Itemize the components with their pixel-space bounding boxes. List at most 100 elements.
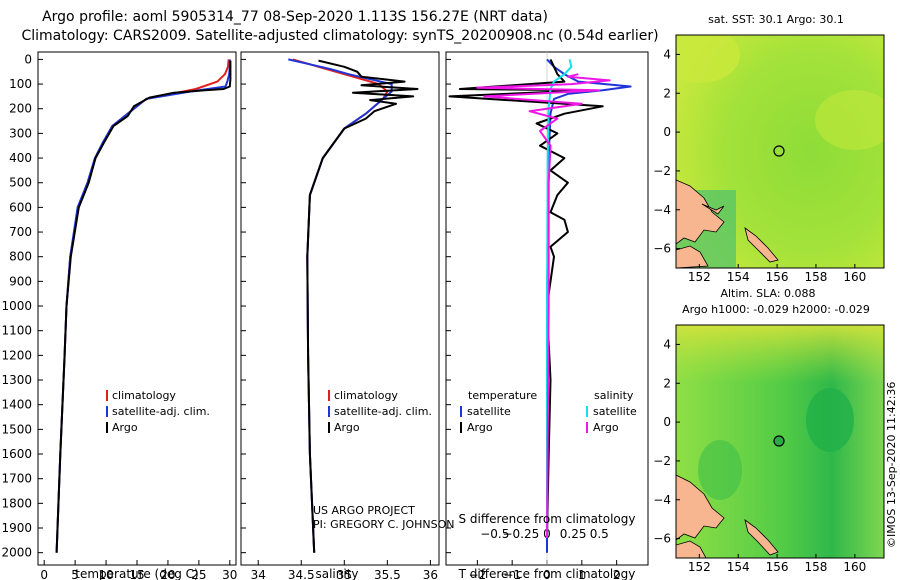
- temperature-legend: climatology satellite-adj. clim. Argo: [106, 389, 210, 434]
- sst-map: sat. SST: 30.1 Argo: 30.1 152 154 156 158 16…: [653, 13, 885, 284]
- depth-tick-label: 200: [9, 102, 32, 116]
- depth-tick-label: 1100: [1, 324, 32, 338]
- map-lat-label: 0: [663, 415, 671, 429]
- plot-title-line1: Argo profile: aoml 5905314_77 08-Sep-202…: [42, 9, 548, 25]
- legend-label-s-argo: Argo: [593, 421, 619, 434]
- legend-label-t-satellite: satellite: [467, 405, 511, 418]
- sst-warm-patch: [815, 90, 884, 150]
- x-tick-label: 0: [40, 568, 48, 580]
- map-lat-label: 4: [663, 337, 671, 351]
- land-bougainville: [744, 227, 779, 263]
- x-tick-label: 34: [251, 568, 266, 580]
- salinity-diff-tick-label: −0.25: [502, 527, 539, 541]
- series-climatology: [55, 59, 230, 553]
- depth-tick-label: 2000: [1, 546, 32, 560]
- salinity-xlabel: salinity: [315, 567, 358, 580]
- depth-tick-label: 1300: [1, 373, 32, 387]
- sla-map: Altim. SLA: 0.088 Argo h1000: -0.029 h20…: [653, 287, 885, 574]
- depth-axis: 0 100 200 300 400 500 600 700 800 900 1000 1100 1200…: [1, 52, 451, 560]
- depth-tick-label: 600: [9, 200, 32, 214]
- map-lat-label: 0: [663, 125, 671, 139]
- x-tick-label: 25: [191, 568, 206, 580]
- land-new-guinea: [676, 474, 725, 541]
- salinity-panel-frame: [240, 51, 440, 566]
- x-tick-label: 30: [222, 568, 237, 580]
- x-tick-label: 5: [71, 568, 79, 580]
- x-tick-label: 35: [337, 568, 352, 580]
- map-lon-label: 154: [727, 270, 750, 284]
- x-tick-label: 15: [129, 568, 144, 580]
- map-lon-label: 158: [805, 270, 828, 284]
- depth-tick-label: 1900: [1, 521, 32, 535]
- depth-tick-label: 1600: [1, 447, 32, 461]
- project-annotation: US ARGO PROJECT: [313, 504, 415, 517]
- series-satellite-adj-clim-: [55, 59, 231, 553]
- land-bougainville: [744, 519, 779, 556]
- temperature-panel-frame: [37, 51, 237, 566]
- map-lat-label: −6: [653, 242, 671, 256]
- x-tick-label: −1: [503, 568, 521, 580]
- land-new-guinea: [676, 179, 725, 245]
- salinity-diff-tick-label: 0.5: [590, 527, 609, 541]
- pi-annotation: PI: GREGORY C. JOHNSON: [313, 518, 454, 531]
- depth-tick-label: 900: [9, 274, 32, 288]
- map-lon-label: 156: [766, 270, 789, 284]
- series-argo: [55, 60, 232, 553]
- sst-map-title: sat. SST: 30.1 Argo: 30.1: [708, 13, 844, 26]
- sla-low-patch: [806, 388, 854, 452]
- timestamp: ©IMOS 13-Sep-2020 11:42:36: [885, 382, 898, 548]
- map-lat-label: 2: [663, 376, 671, 390]
- sla-map-subtitle: Argo h1000: -0.029 h2000: -0.029: [682, 303, 870, 316]
- map-lat-label: −4: [653, 203, 671, 217]
- series-t-satellite: [546, 58, 632, 553]
- legend-heading-salinity: salinity: [594, 389, 634, 402]
- map-lon-label: 160: [843, 560, 866, 574]
- map-lon-label: 156: [766, 560, 789, 574]
- map-lat-label: −2: [653, 164, 671, 178]
- depth-tick-label: 0: [24, 52, 32, 66]
- depth-tick-label: 1500: [1, 422, 32, 436]
- sla-map-title: Altim. SLA: 0.088: [720, 287, 815, 300]
- legend-label-t-argo: Argo: [467, 421, 493, 434]
- salinity-diff-tick-label: 0.25: [560, 527, 587, 541]
- legend-label-climatology: climatology: [334, 389, 398, 402]
- legend-label-s-satellite: satellite: [593, 405, 637, 418]
- x-tick-label: 36: [423, 568, 438, 580]
- x-tick-label: 1: [578, 568, 586, 580]
- x-tick-label: 34.5: [288, 568, 315, 580]
- sst-map-frame: [675, 34, 885, 269]
- depth-tick-label: 500: [9, 176, 32, 190]
- depth-tick-label: 300: [9, 126, 32, 140]
- x-tick-label: −2: [468, 568, 486, 580]
- land-new-guinea-south: [676, 245, 709, 268]
- series-t-argo: [448, 58, 604, 538]
- map-lat-label: −4: [653, 493, 671, 507]
- series-s-argo: [476, 73, 611, 538]
- sla-map-frame: [675, 324, 885, 559]
- difference-xlabel: T difference from climatology: [458, 567, 636, 580]
- depth-tick-label: 1400: [1, 398, 32, 412]
- depth-tick-label: 100: [9, 77, 32, 91]
- x-tick-label: 2: [613, 568, 621, 580]
- legend-label-satellite: satellite-adj. clim.: [334, 405, 432, 418]
- depth-tick-label: 1200: [1, 348, 32, 362]
- land-new-guinea-south: [676, 540, 707, 558]
- depth-tick-label: 800: [9, 250, 32, 264]
- legend-label-climatology: climatology: [112, 389, 176, 402]
- map-lon-label: 160: [843, 270, 866, 284]
- x-tick-label: 20: [160, 568, 175, 580]
- map-lon-label: 152: [688, 560, 711, 574]
- difference-legend: temperature satellite Argo salinity sate…: [460, 389, 637, 434]
- depth-tick-label: 1800: [1, 496, 32, 510]
- map-lat-label: −2: [653, 454, 671, 468]
- argo-float-marker: [773, 435, 785, 447]
- legend-heading-temperature: temperature: [468, 389, 537, 402]
- depth-tick-label: 700: [9, 225, 32, 239]
- plot-title-line2: Climatology: CARS2009. Satellite-adjuste…: [21, 28, 658, 44]
- map-lon-label: 152: [688, 270, 711, 284]
- x-tick-label: 10: [98, 568, 113, 580]
- temperature-xlabel: temperature (deg C): [75, 567, 198, 580]
- x-tick-label: 0: [543, 568, 551, 580]
- salinity-legend: climatology satellite-adj. clim. Argo: [328, 389, 432, 434]
- sst-warm-patch: [676, 35, 740, 83]
